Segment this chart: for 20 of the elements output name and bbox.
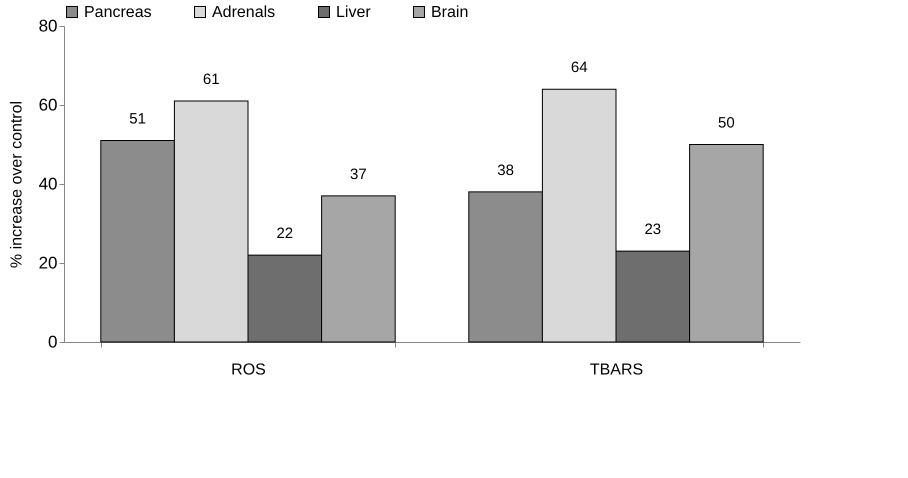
data-label: 38 (497, 162, 514, 179)
legend-label: Adrenals (212, 4, 276, 21)
data-label: 61 (202, 71, 220, 88)
y-axis-title: % increase over control (8, 100, 26, 268)
y-tick-label: 0 (48, 332, 58, 352)
y-tick-label: 80 (38, 16, 58, 36)
x-tick-label: ROS (231, 362, 266, 378)
data-label: 50 (718, 114, 735, 132)
legend-label: Pancreas (84, 4, 152, 21)
legend-label: Brain (431, 4, 468, 21)
data-label: 51 (129, 110, 146, 128)
data-label: 37 (350, 166, 367, 183)
y-tick-label: 60 (38, 96, 58, 114)
legend-label: Liver (336, 4, 372, 21)
data-label: 23 (644, 221, 662, 238)
x-tick-label: TBARS (590, 362, 644, 378)
y-tick-label: 20 (38, 254, 58, 272)
data-label: 22 (276, 225, 294, 242)
y-tick-label: 40 (38, 174, 58, 194)
data-label: 64 (570, 59, 588, 76)
